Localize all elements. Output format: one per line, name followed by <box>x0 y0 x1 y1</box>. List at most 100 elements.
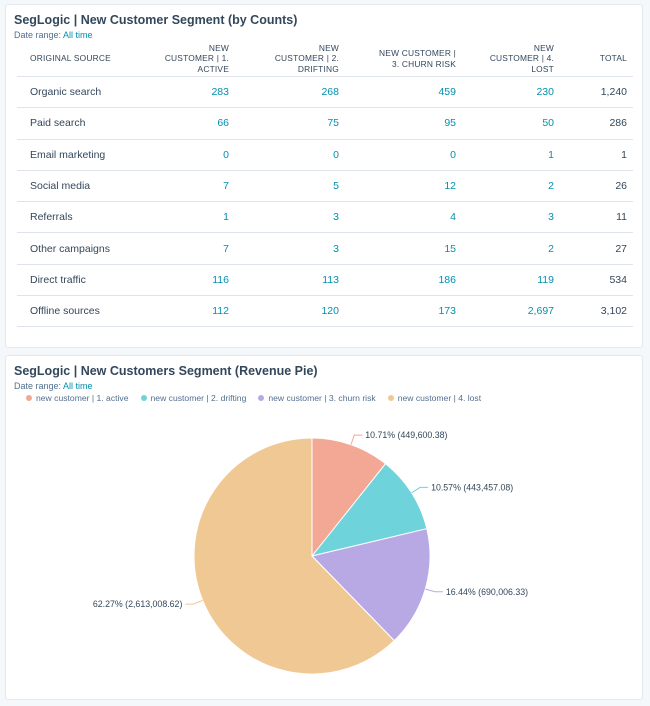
cell-lost[interactable]: 1 <box>462 139 560 171</box>
legend-label: new customer | 4. lost <box>397 393 482 403</box>
table-row: Referrals 1 3 4 3 11 <box>17 201 633 234</box>
cell-total: 3,102 <box>560 295 633 328</box>
cell-active[interactable]: 7 <box>141 232 235 265</box>
date-range-label: Date range: <box>14 381 62 391</box>
legend-swatch-icon <box>140 394 147 401</box>
column-header-original-source[interactable]: ORIGINAL SOURCE <box>17 41 141 77</box>
cell-source: Social media <box>17 170 141 203</box>
legend-label: new customer | 1. active <box>36 393 129 403</box>
column-header-drifting-label: NEW CUSTOMER | 2. DRIFTING <box>274 42 339 74</box>
report-title: SegLogic | New Customers Segment (Revenu… <box>14 364 318 378</box>
cell-active[interactable]: 0 <box>141 139 235 171</box>
cell-drifting[interactable]: 3 <box>235 201 345 234</box>
date-range: Date range: All time <box>14 30 93 40</box>
date-range-value[interactable]: All time <box>63 30 93 40</box>
cell-source: Email marketing <box>17 139 141 171</box>
table-row: Direct traffic 116 113 186 119 534 <box>17 264 633 297</box>
cell-churn-risk[interactable]: 95 <box>345 107 462 140</box>
table-row: Social media 7 5 12 2 26 <box>17 170 633 203</box>
table-row: Offline sources 112 120 173 2,697 3,102 <box>17 295 633 328</box>
column-header-drifting[interactable]: NEW CUSTOMER | 2. DRIFTING <box>235 41 345 77</box>
cell-lost[interactable]: 2 <box>462 232 560 265</box>
cell-total: 1 <box>560 139 633 171</box>
legend-swatch-icon <box>387 394 394 401</box>
column-header-active[interactable]: NEW CUSTOMER | 1. ACTIVE <box>141 41 235 77</box>
table-row: Email marketing 0 0 0 1 1 <box>17 139 633 171</box>
cell-total: 534 <box>560 264 633 297</box>
column-header-total[interactable]: TOTAL <box>560 41 633 77</box>
cell-total: 27 <box>560 232 633 265</box>
cell-total: 11 <box>560 201 633 234</box>
legend-swatch-icon <box>258 394 265 401</box>
date-range-label: Date range: <box>14 30 62 40</box>
cell-lost[interactable]: 230 <box>462 76 560 109</box>
pie-label-leader-line <box>425 588 443 593</box>
revenue-pie-chart: 10.71% (449,600.38) 10.57% (443,457.08) 16… <box>93 430 528 675</box>
pie-slice[interactable] <box>193 437 395 675</box>
cell-source: Other campaigns <box>17 232 141 265</box>
cell-lost[interactable]: 119 <box>462 264 560 297</box>
cell-active[interactable]: 7 <box>141 170 235 203</box>
cell-churn-risk[interactable]: 173 <box>345 295 462 328</box>
cell-total: 26 <box>560 170 633 203</box>
cell-source: Direct traffic <box>17 264 141 297</box>
cell-total: 1,240 <box>560 76 633 109</box>
table-header-row: ORIGINAL SOURCE NEW CUSTOMER | 1. ACTIVE… <box>17 41 633 77</box>
pie-slice[interactable] <box>310 463 428 557</box>
cell-active[interactable]: 66 <box>141 107 235 140</box>
pie-label-leader-line <box>350 434 363 445</box>
pie-data-label: 10.71% (449,600.38) <box>365 430 447 440</box>
column-header-lost[interactable]: NEW CUSTOMER | 4. LOST <box>462 41 560 77</box>
date-range-value[interactable]: All time <box>63 381 93 391</box>
pie-label-leader-line <box>185 599 203 605</box>
report-title: SegLogic | New Customer Segment (by Coun… <box>14 13 298 27</box>
cell-drifting[interactable]: 268 <box>235 76 345 109</box>
table-row: Other campaigns 7 3 15 2 27 <box>17 232 633 265</box>
cell-lost[interactable]: 2,697 <box>462 295 560 328</box>
legend-item[interactable]: new customer | 1. active <box>26 393 129 403</box>
cell-churn-risk[interactable]: 12 <box>345 170 462 203</box>
pie-data-label: 16.44% (690,006.33) <box>446 587 528 597</box>
cell-active[interactable]: 283 <box>141 76 235 109</box>
cell-drifting[interactable]: 113 <box>235 264 345 297</box>
cell-churn-risk[interactable]: 186 <box>345 264 462 297</box>
cell-drifting[interactable]: 120 <box>235 295 345 328</box>
legend-item[interactable]: new customer | 3. churn risk <box>258 393 376 403</box>
segment-counts-table: ORIGINAL SOURCE NEW CUSTOMER | 1. ACTIVE… <box>17 41 633 328</box>
legend-item[interactable]: new customer | 4. lost <box>387 393 482 403</box>
cell-drifting[interactable]: 3 <box>235 232 345 265</box>
pie-data-label: 10.57% (443,457.08) <box>431 482 513 492</box>
cell-source: Offline sources <box>17 295 141 328</box>
column-header-churn-risk[interactable]: NEW CUSTOMER | 3. CHURN RISK <box>345 41 462 77</box>
cell-churn-risk[interactable]: 15 <box>345 232 462 265</box>
pie-slice[interactable] <box>311 437 387 558</box>
cell-lost[interactable]: 3 <box>462 201 560 234</box>
legend-label: new customer | 2. drifting <box>150 393 247 403</box>
date-range: Date range: All time <box>14 381 93 391</box>
column-header-churn-risk-label: NEW CUSTOMER | 3. CHURN RISK <box>379 48 456 69</box>
cell-churn-risk[interactable]: 4 <box>345 201 462 234</box>
cell-lost[interactable]: 50 <box>462 107 560 140</box>
cell-lost[interactable]: 2 <box>462 170 560 203</box>
cell-total: 286 <box>560 107 633 140</box>
column-header-active-label: NEW CUSTOMER | 1. ACTIVE <box>164 42 229 74</box>
cell-source: Referrals <box>17 201 141 234</box>
cell-drifting[interactable]: 75 <box>235 107 345 140</box>
pie-data-label: 62.27% (2,613,008.62) <box>93 599 183 609</box>
cell-source: Organic search <box>17 76 141 109</box>
table-row: Paid search 66 75 95 50 286 <box>17 107 633 140</box>
legend-label: new customer | 3. churn risk <box>268 393 376 403</box>
legend-item[interactable]: new customer | 2. drifting <box>140 393 247 403</box>
cell-active[interactable]: 116 <box>141 264 235 297</box>
column-header-lost-label: NEW CUSTOMER | 4. LOST <box>489 42 554 74</box>
legend-swatch-icon <box>26 394 32 401</box>
cell-churn-risk[interactable]: 0 <box>345 139 462 171</box>
cell-drifting[interactable]: 0 <box>235 139 345 171</box>
table-row: Organic search 283 268 459 230 1,240 <box>17 76 633 109</box>
cell-drifting[interactable]: 5 <box>235 170 345 203</box>
cell-active[interactable]: 1 <box>141 201 235 234</box>
pie-label-leader-line <box>411 486 429 494</box>
cell-source: Paid search <box>17 107 141 140</box>
cell-churn-risk[interactable]: 459 <box>345 76 462 109</box>
cell-active[interactable]: 112 <box>141 295 235 328</box>
